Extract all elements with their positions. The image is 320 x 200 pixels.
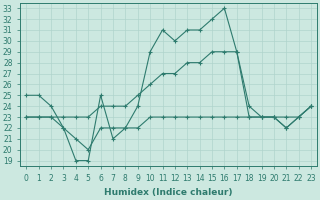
X-axis label: Humidex (Indice chaleur): Humidex (Indice chaleur) (104, 188, 233, 197)
